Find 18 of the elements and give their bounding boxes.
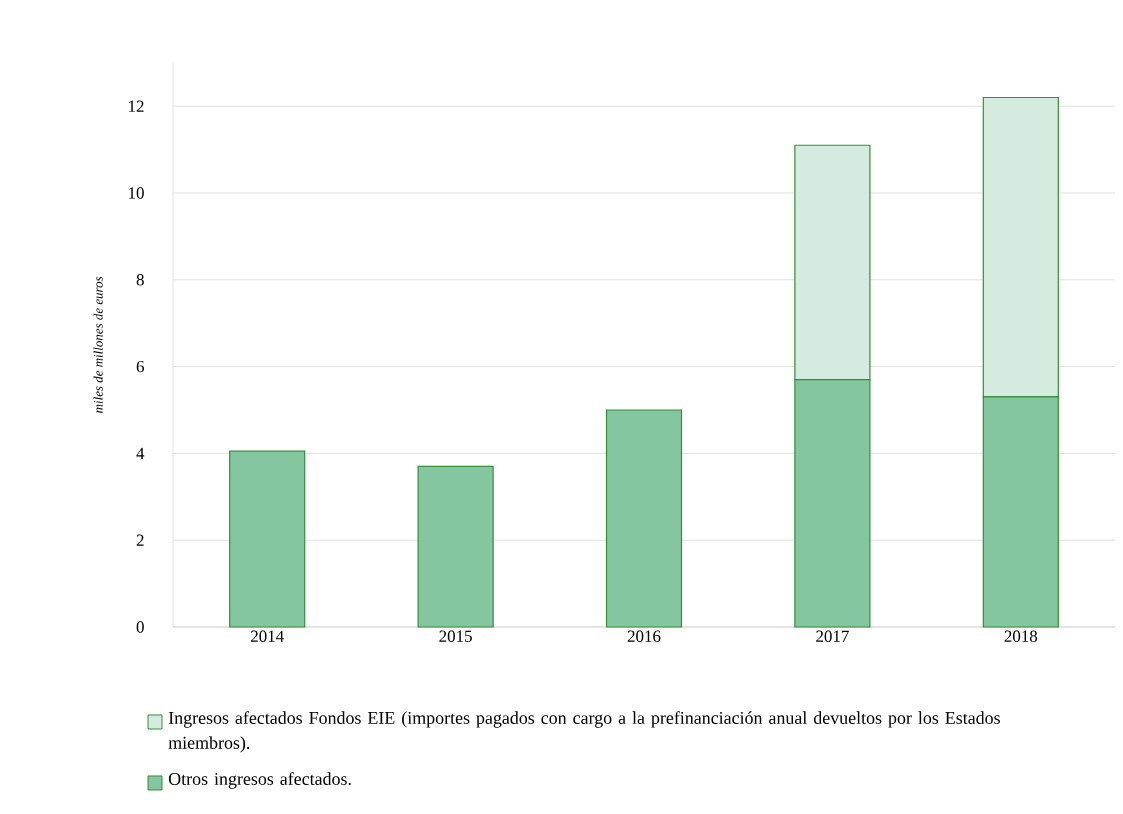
y-tick-label: 4: [136, 447, 145, 459]
x-tick-label: 2018: [1004, 630, 1038, 642]
y-tick-label: 6: [136, 360, 144, 373]
x-tick-label: 2016: [627, 630, 661, 642]
y-tick-label: 8: [136, 274, 144, 286]
legend-label: Ingresos afectados Fondos EIE (importes pagados con cargo a la prefinanciación anual devueltos por los Estados miembros).: [168, 711, 1000, 753]
bar: [417, 465, 494, 628]
bar: [229, 450, 306, 628]
y-axis-title: miles de millones de euros: [93, 276, 103, 413]
y-tick-label: 10: [129, 187, 144, 199]
x-tick-label: 2014: [251, 630, 284, 642]
bar: [605, 409, 683, 628]
x-tick-label: 2015: [439, 630, 472, 642]
x-tick-label: 2017: [816, 630, 849, 642]
y-tick-label: 12: [129, 100, 144, 112]
y-tick-label: 2: [136, 534, 144, 546]
y-tick-label: 0: [136, 621, 144, 633]
legend-label: Otros ingresos afectados.: [168, 772, 351, 789]
